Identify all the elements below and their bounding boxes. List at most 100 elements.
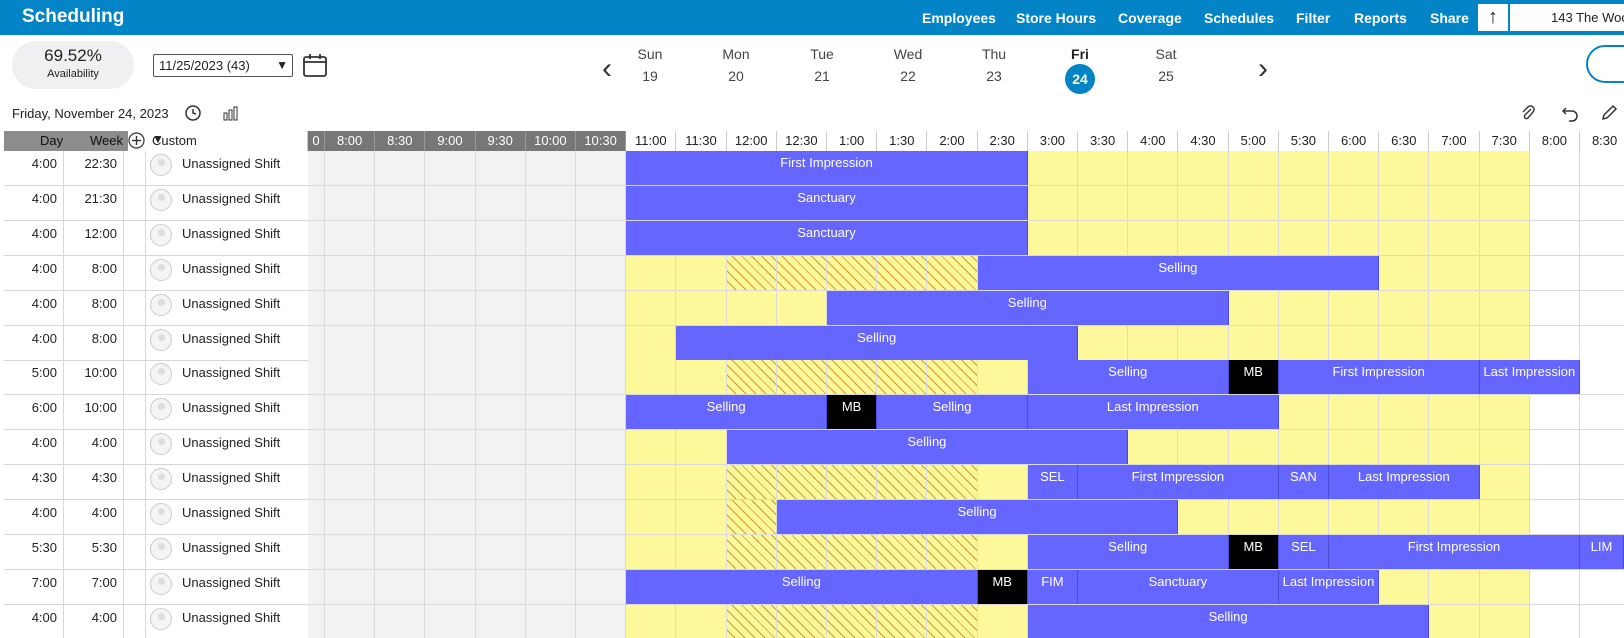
toggle-button[interactable] bbox=[1586, 45, 1624, 83]
time-slot[interactable] bbox=[308, 395, 325, 431]
time-slot[interactable] bbox=[1429, 395, 1480, 431]
time-slot[interactable] bbox=[1529, 290, 1580, 326]
time-slot[interactable] bbox=[576, 360, 627, 396]
time-slot[interactable] bbox=[1078, 185, 1129, 221]
time-slot[interactable] bbox=[425, 290, 476, 326]
shift-block[interactable]: Last Impression bbox=[1329, 465, 1480, 500]
time-slot[interactable] bbox=[525, 500, 576, 535]
time-slot[interactable] bbox=[1580, 465, 1624, 501]
time-slot[interactable] bbox=[927, 604, 978, 638]
time-slot[interactable] bbox=[776, 360, 827, 396]
time-slot[interactable] bbox=[626, 290, 677, 326]
time-slot[interactable] bbox=[1429, 500, 1480, 535]
time-slot[interactable] bbox=[1529, 185, 1580, 221]
time-slot[interactable] bbox=[1379, 569, 1430, 605]
time-slot[interactable] bbox=[475, 569, 526, 605]
time-slot[interactable] bbox=[1329, 430, 1380, 466]
shift-block[interactable]: First Impression bbox=[1329, 534, 1580, 569]
shift-block[interactable]: SAN bbox=[1278, 465, 1329, 500]
shift-block[interactable]: Selling bbox=[1027, 534, 1229, 569]
shift-block[interactable]: First Impression bbox=[1278, 360, 1480, 395]
time-slot[interactable] bbox=[308, 360, 325, 396]
time-slot[interactable] bbox=[1580, 220, 1624, 256]
time-slot[interactable] bbox=[308, 325, 325, 361]
time-slot[interactable] bbox=[1479, 220, 1530, 256]
time-slot[interactable] bbox=[877, 465, 928, 501]
time-slot[interactable] bbox=[626, 325, 677, 361]
shift-block[interactable]: Selling bbox=[977, 255, 1380, 290]
prev-week-arrow-icon[interactable]: ‹ bbox=[602, 52, 612, 85]
add-column-icon[interactable] bbox=[128, 132, 145, 149]
time-slot[interactable] bbox=[626, 360, 677, 396]
time-slot[interactable] bbox=[1379, 325, 1430, 361]
time-slot[interactable] bbox=[1580, 290, 1624, 326]
time-slot[interactable] bbox=[1479, 395, 1530, 431]
employee-cell[interactable]: Unassigned Shift bbox=[146, 186, 308, 221]
shift-block[interactable]: Selling bbox=[776, 500, 1179, 534]
time-slot[interactable] bbox=[726, 255, 777, 291]
time-slot[interactable] bbox=[1379, 430, 1430, 466]
nav-filter[interactable]: Filter bbox=[1296, 10, 1331, 26]
time-slot[interactable] bbox=[475, 430, 526, 466]
time-slot[interactable] bbox=[576, 430, 627, 466]
time-slot[interactable] bbox=[776, 255, 827, 291]
time-slot[interactable] bbox=[726, 360, 777, 396]
time-slot[interactable] bbox=[726, 604, 777, 638]
time-slot[interactable] bbox=[475, 500, 526, 535]
time-slot[interactable] bbox=[1078, 151, 1129, 186]
time-slot[interactable] bbox=[1529, 604, 1580, 638]
time-slot[interactable] bbox=[877, 604, 928, 638]
shift-block[interactable]: Sanctuary bbox=[626, 185, 1028, 220]
time-slot[interactable] bbox=[726, 465, 777, 501]
week-column-header[interactable]: Week bbox=[90, 133, 123, 148]
employee-cell[interactable]: Unassigned Shift bbox=[146, 326, 308, 361]
time-slot[interactable] bbox=[1429, 604, 1480, 638]
time-slot[interactable] bbox=[525, 290, 576, 326]
time-slot[interactable] bbox=[525, 151, 576, 186]
time-slot[interactable] bbox=[325, 430, 376, 466]
time-slot[interactable] bbox=[1027, 151, 1078, 186]
time-slot[interactable] bbox=[576, 255, 627, 291]
time-slot[interactable] bbox=[1580, 500, 1624, 535]
meal-break-block[interactable]: MB bbox=[1228, 360, 1279, 395]
time-slot[interactable] bbox=[1479, 255, 1530, 291]
time-slot[interactable] bbox=[1580, 325, 1624, 361]
time-slot[interactable] bbox=[1529, 151, 1580, 186]
nav-coverage[interactable]: Coverage bbox=[1118, 10, 1182, 26]
day-column-header[interactable]: Day bbox=[40, 133, 64, 148]
time-slot[interactable] bbox=[676, 290, 727, 326]
time-slot[interactable] bbox=[1178, 185, 1229, 221]
nav-store-hours[interactable]: Store Hours bbox=[1016, 10, 1097, 26]
employee-cell[interactable]: Unassigned Shift bbox=[146, 151, 308, 186]
time-slot[interactable] bbox=[525, 465, 576, 501]
time-slot[interactable] bbox=[325, 325, 376, 361]
time-slot[interactable] bbox=[827, 360, 878, 396]
time-slot[interactable] bbox=[1228, 325, 1279, 361]
time-slot[interactable] bbox=[1429, 569, 1480, 605]
time-slot[interactable] bbox=[525, 325, 576, 361]
shift-block[interactable]: First Impression bbox=[1078, 465, 1279, 500]
time-slot[interactable] bbox=[1278, 151, 1329, 186]
time-slot[interactable] bbox=[927, 255, 978, 291]
time-slot[interactable] bbox=[375, 604, 426, 638]
time-slot[interactable] bbox=[375, 430, 426, 466]
time-slot[interactable] bbox=[525, 395, 576, 431]
time-slot[interactable] bbox=[626, 500, 677, 535]
time-slot[interactable] bbox=[1529, 430, 1580, 466]
time-slot[interactable] bbox=[1278, 395, 1329, 431]
shift-block[interactable]: Last Impression bbox=[1027, 395, 1279, 430]
undo-icon[interactable] bbox=[1561, 104, 1579, 122]
paperclip-icon[interactable] bbox=[1519, 104, 1537, 122]
time-slot[interactable] bbox=[1128, 185, 1179, 221]
shift-block[interactable]: Selling bbox=[827, 290, 1229, 325]
time-slot[interactable] bbox=[1529, 569, 1580, 605]
employee-cell[interactable]: Unassigned Shift bbox=[146, 256, 308, 291]
time-slot[interactable] bbox=[475, 360, 526, 396]
time-slot[interactable] bbox=[1379, 395, 1430, 431]
time-slot[interactable] bbox=[308, 534, 325, 570]
employee-cell[interactable]: Unassigned Shift bbox=[146, 570, 308, 605]
time-slot[interactable] bbox=[576, 465, 627, 501]
time-slot[interactable] bbox=[576, 185, 627, 221]
time-slot[interactable] bbox=[1479, 465, 1530, 501]
calendar-icon[interactable] bbox=[302, 52, 328, 78]
